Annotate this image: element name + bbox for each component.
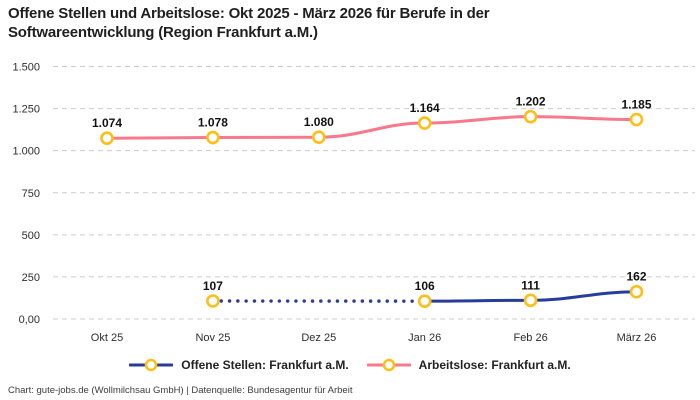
series-segment	[105, 136, 215, 140]
chart-title-line1: Offene Stellen und Arbeitslose: Okt 2025…	[8, 5, 490, 22]
data-point-label: 107	[203, 279, 223, 293]
series-segment	[529, 290, 638, 302]
data-point-marker[interactable]	[523, 109, 538, 124]
attribution-text: Chart: gute-jobs.de (Wollmilchsau GmbH) …	[8, 385, 353, 396]
chart-legend: Offene Stellen: Frankfurt a.M. Arbeitslo…	[0, 358, 700, 372]
y-axis-tick-label: 250	[22, 272, 40, 284]
legend-label: Arbeitslose: Frankfurt a.M.	[418, 358, 571, 372]
x-axis-label: März 26	[617, 332, 657, 344]
chart-title: Offene Stellen und Arbeitslose: Okt 2025…	[8, 4, 490, 42]
data-point-label: 106	[415, 279, 435, 293]
data-point-marker[interactable]	[629, 284, 644, 299]
data-point-marker[interactable]	[206, 130, 220, 145]
y-axis-tick-label: 1.500	[12, 62, 40, 74]
x-axis-label: Dez 25	[301, 332, 336, 344]
data-point-label: 1.074	[92, 116, 122, 130]
series-segment	[423, 298, 533, 303]
legend-swatch-line-marker-icon	[129, 358, 174, 372]
legend-label: Offene Stellen: Frankfurt a.M.	[181, 358, 349, 372]
legend-swatch-line-marker-icon	[366, 358, 411, 372]
y-axis-tick-label: 1.000	[12, 146, 40, 158]
series-segment	[529, 115, 638, 122]
data-point-label: 1.202	[516, 95, 546, 109]
x-axis-label: Jan 26	[408, 332, 441, 344]
data-point-marker[interactable]	[311, 130, 326, 144]
data-point-marker[interactable]	[417, 116, 432, 130]
data-point-label: 1.164	[410, 101, 440, 115]
data-point-label: 111	[521, 278, 540, 292]
series-segment	[423, 115, 533, 125]
data-point-marker[interactable]	[629, 112, 644, 127]
legend-item-offene-stellen[interactable]: Offene Stellen: Frankfurt a.M.	[129, 358, 349, 372]
data-point-label: 1.078	[198, 116, 228, 130]
y-axis-tick-label: 1.250	[12, 104, 40, 116]
y-axis-tick-label: 750	[22, 188, 40, 200]
legend-item-arbeitslose[interactable]: Arbeitslose: Frankfurt a.M.	[366, 358, 571, 372]
data-point-marker[interactable]	[100, 131, 114, 146]
y-axis-tick-label: 500	[22, 230, 40, 242]
data-point-marker[interactable]	[417, 294, 432, 308]
x-axis-label: Okt 25	[91, 332, 123, 344]
data-point-label: 1.080	[304, 115, 334, 129]
x-axis-label: Feb 26	[513, 332, 547, 344]
data-point-marker[interactable]	[206, 294, 220, 308]
chart-title-line2: Softwareentwicklung (Region Frankfurt a.…	[8, 24, 318, 41]
data-point-label: 1.185	[621, 98, 651, 112]
data-point-label: 162	[626, 270, 646, 284]
y-axis-tick-label: 0,00	[19, 314, 40, 326]
x-axis-label: Nov 25	[195, 332, 230, 344]
series-segment	[317, 121, 427, 139]
data-point-marker[interactable]	[523, 293, 538, 308]
